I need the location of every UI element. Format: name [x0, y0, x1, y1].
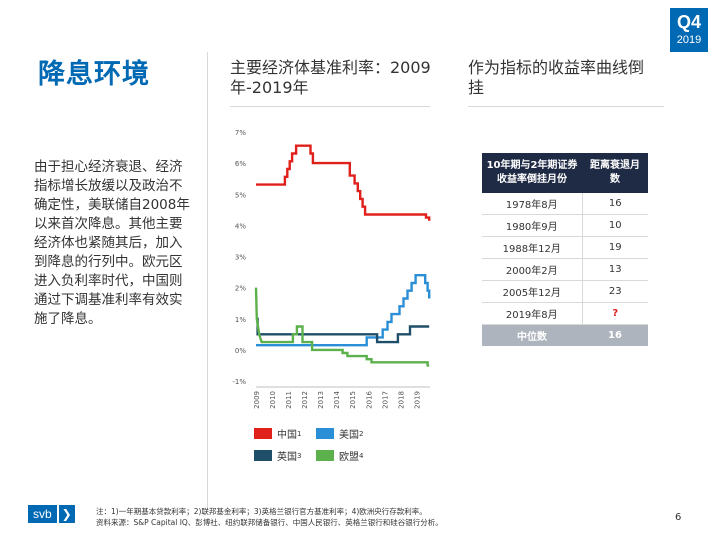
legend-swatch-uk	[254, 450, 272, 461]
legend-item-china: 中国 1	[254, 426, 301, 441]
series-line-eu	[254, 287, 430, 367]
table-header-date: 10年期与2年期证券收益率倒挂月份	[482, 153, 582, 193]
table-cell-months: 23	[582, 280, 648, 303]
chart-title-rule	[230, 106, 430, 107]
page-title: 降息环境	[38, 59, 150, 90]
table-header-months: 距离衰退月数	[582, 153, 648, 193]
legend-item-eu: 欧盟 4	[316, 448, 363, 463]
table-median-value: 16	[582, 324, 648, 346]
legend-label-china: 中国	[277, 430, 297, 441]
table-cell-date: 1978年8月	[482, 193, 583, 215]
table-cell-months-unknown: ?	[582, 302, 648, 325]
rate-line-chart: 7% 6% 5% 4% 3% 2% 1% 0% -1% 2009 2010 2011 2012 2013 2…	[232, 129, 431, 409]
legend-label-us: 美国	[339, 430, 359, 441]
table-row: 1988年12月 19	[482, 236, 648, 259]
quarter-badge: Q4 2019	[670, 8, 708, 52]
table-title: 作为指标的收益率曲线倒挂	[468, 58, 645, 97]
series-line-uk	[256, 317, 430, 344]
table-row: 1978年8月 16	[482, 193, 648, 215]
page-number: 6	[675, 512, 682, 523]
series-line-china	[256, 144, 431, 221]
table-header-row: 10年期与2年期证券收益率倒挂月份 距离衰退月数	[482, 153, 648, 193]
y-tick-label: 6%	[235, 160, 246, 168]
x-tick-label: 2015	[349, 391, 357, 409]
table-median-label: 中位数	[482, 324, 582, 346]
table-cell-date: 2000年2月	[482, 258, 583, 281]
y-tick-label: 3%	[235, 254, 246, 262]
chart-title: 主要经济体基准利率：2009年-2019年	[230, 58, 431, 97]
legend-swatch-us	[316, 428, 334, 439]
table-row: 2005年12月 23	[482, 280, 648, 303]
x-tick-label: 2014	[333, 390, 341, 408]
table-row: 2019年8月?	[482, 302, 648, 325]
x-tick-label: 2016	[365, 390, 373, 408]
svb-logo: svb ❯	[28, 505, 75, 523]
legend-label-eu: 欧盟	[339, 452, 359, 463]
x-tick-label: 2019	[413, 391, 421, 409]
x-tick-label: 2009	[253, 391, 261, 409]
badge-year: 2019	[676, 34, 702, 46]
x-tick-label: 2018	[397, 391, 405, 409]
table-median-row: 中位数 16	[482, 324, 648, 346]
column-divider	[207, 52, 208, 512]
chevron-right-icon: ❯	[58, 505, 75, 523]
legend-swatch-china	[254, 428, 272, 439]
y-tick-label: 7%	[235, 129, 246, 137]
y-tick-label: 5%	[235, 191, 246, 199]
legend-swatch-eu	[316, 450, 334, 461]
legend-note-us: 2	[359, 429, 364, 438]
badge-quarter: Q4	[676, 12, 701, 32]
footer-note: 注：1)一年期基本贷款利率；2)联邦基金利率；3)英格兰银行官方基准利率；4)欧…	[96, 507, 427, 516]
x-tick-label: 2017	[381, 391, 389, 409]
y-tick-label: 0%	[235, 347, 246, 355]
y-tick-label: 1%	[235, 316, 246, 324]
table-row: 2000年2月 13	[482, 258, 648, 281]
legend-note-china: 1	[297, 429, 302, 438]
legend-label-uk: 英国	[277, 452, 297, 463]
table-cell-months: 13	[582, 258, 648, 281]
footer-source: 资料来源：S&P Capital IQ、彭博社、纽约联邦储备银行、中国人民银行、…	[96, 518, 443, 527]
table-cell-months: 10	[582, 214, 648, 237]
logo-text: svb	[28, 505, 57, 523]
y-tick-label: -1%	[232, 378, 246, 386]
table-cell-date: 2019年8月	[482, 302, 583, 325]
legend-item-uk: 英国 3	[254, 448, 301, 463]
chart-legend: 中国 1 美国 2 英国 3 欧盟 4	[254, 426, 434, 470]
table-cell-date: 1988年12月	[482, 236, 583, 259]
table-cell-date: 2005年12月	[482, 280, 583, 303]
legend-item-us: 美国 2	[316, 426, 363, 441]
legend-note-uk: 3	[297, 451, 302, 460]
x-tick-label: 2013	[317, 391, 325, 409]
table-cell-months: 16	[582, 193, 648, 215]
body-text: 由于担心经济衰退、经济指标增长放缓以及政治不确定性，美联储自2008年以来首次降…	[34, 159, 190, 327]
footer-notes: 注：1)一年期基本贷款利率；2)联邦基金利率；3)英格兰银行官方基准利率；4)欧…	[96, 506, 443, 528]
table-cell-date: 1980年9月	[482, 214, 583, 237]
table-cell-months: 19	[582, 236, 648, 259]
series-line-us	[256, 273, 431, 347]
y-tick-label: 2%	[235, 285, 246, 293]
legend-note-eu: 4	[359, 451, 364, 460]
x-tick-label: 2010	[269, 391, 277, 409]
x-tick-label: 2012	[301, 391, 309, 409]
table-row: 1980年9月 10	[482, 214, 648, 237]
x-tick-label: 2011	[285, 391, 293, 409]
y-tick-label: 4%	[235, 222, 246, 230]
yield-curve-table: 10年期与2年期证券收益率倒挂月份 距离衰退月数 1978年8月 16 1980年…	[482, 153, 648, 346]
table-title-rule	[468, 106, 664, 107]
